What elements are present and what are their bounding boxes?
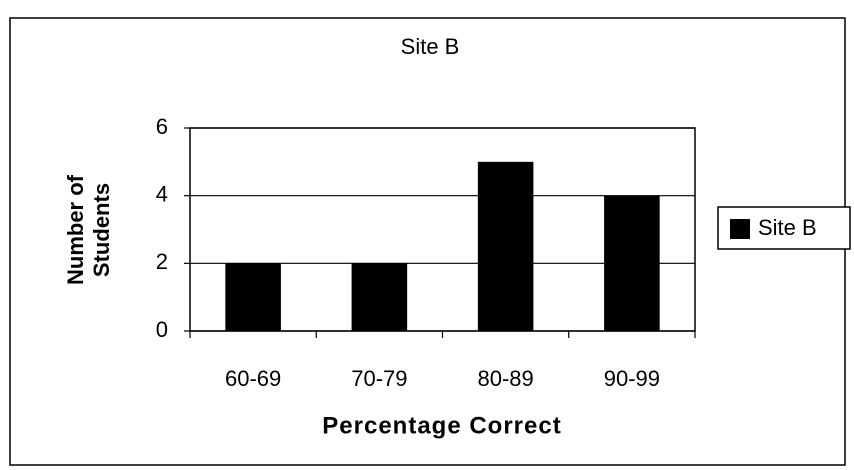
bar bbox=[477, 161, 534, 331]
legend-label: Site B bbox=[758, 215, 817, 240]
x-tick-label: 70-79 bbox=[351, 366, 407, 391]
y-tick-label: 2 bbox=[156, 249, 168, 274]
x-tick-label: 90-99 bbox=[604, 366, 660, 391]
y-tick-label: 6 bbox=[156, 114, 168, 139]
x-axis-label: Percentage Correct bbox=[322, 412, 561, 439]
bar bbox=[225, 263, 281, 331]
x-tick-label: 80-89 bbox=[477, 366, 533, 391]
x-tick-label: 60-69 bbox=[225, 366, 281, 391]
y-axis-label: Number ofStudents bbox=[63, 174, 114, 285]
y-tick-label: 0 bbox=[156, 317, 168, 342]
chart-title: Site B bbox=[401, 34, 460, 59]
legend-swatch bbox=[730, 219, 750, 239]
bar bbox=[351, 263, 408, 331]
y-tick-label: 4 bbox=[156, 181, 168, 206]
bar bbox=[604, 195, 660, 331]
